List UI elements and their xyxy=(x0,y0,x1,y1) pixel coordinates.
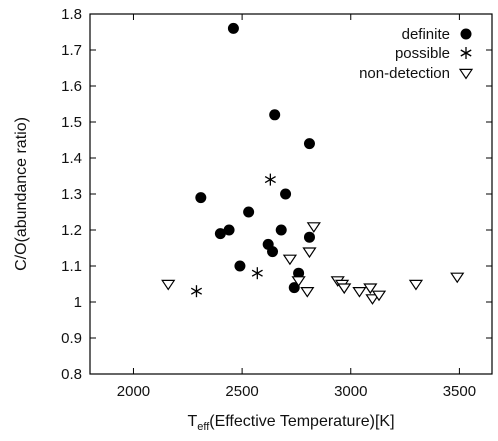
point-definite xyxy=(303,138,315,150)
y-tick-label: 1.7 xyxy=(61,42,82,59)
y-tick-label: 1.3 xyxy=(61,186,82,203)
x-axis-label-main: T xyxy=(187,413,197,430)
y-tick-label: 1.5 xyxy=(61,114,82,131)
point-non-detection xyxy=(291,276,306,287)
point-definite xyxy=(269,109,281,121)
point-non-detection xyxy=(363,283,378,295)
legend-marker-possible xyxy=(460,47,472,59)
point-definite xyxy=(195,192,207,204)
x-axis-label-subscript: eff xyxy=(197,421,210,433)
point-definite xyxy=(223,224,235,236)
point-non-detection xyxy=(161,279,176,291)
point-non-detection xyxy=(302,247,317,259)
legend-markers xyxy=(458,28,474,80)
axis-ticks: 0.8 0.9 1 1.1 1.2 1.3 1.4 1.5 1.6 1.7 1.8 2000 2500 3… xyxy=(61,6,492,400)
x-tick-label: 3000 xyxy=(334,383,367,400)
y-tick-label: 1 xyxy=(74,294,82,311)
legend-marker-non-detection xyxy=(458,68,474,80)
point-definite xyxy=(280,188,292,200)
point-non-detection xyxy=(365,294,380,305)
point-possible xyxy=(251,267,263,280)
legend-label-non-detection: non-detection xyxy=(359,65,450,82)
x-tick-label: 3500 xyxy=(443,383,476,400)
point-non-detection xyxy=(300,287,315,298)
data-points xyxy=(161,22,465,305)
y-axis-label: C/O(abundance ratio) xyxy=(13,117,30,271)
point-non-detection xyxy=(450,272,465,284)
point-non-detection xyxy=(306,222,321,233)
point-definite xyxy=(303,231,315,243)
point-definite xyxy=(214,228,226,240)
y-tick-label: 1.6 xyxy=(61,78,82,95)
y-tick-label: 0.8 xyxy=(61,366,82,383)
x-tick-label: 2000 xyxy=(117,383,150,400)
point-definite xyxy=(234,260,246,272)
legend: definite possible non-detection xyxy=(359,26,474,82)
y-tick-label: 1.1 xyxy=(61,258,82,275)
y-tick-label: 1.4 xyxy=(61,150,82,167)
point-definite xyxy=(293,267,305,279)
point-definite xyxy=(243,206,255,218)
point-non-detection xyxy=(282,254,298,266)
point-definite xyxy=(275,224,287,236)
legend-label-possible: possible xyxy=(395,45,450,62)
point-non-detection xyxy=(408,279,424,291)
y-tick-label: 1.8 xyxy=(61,6,82,23)
point-definite xyxy=(288,282,300,294)
point-possible xyxy=(190,285,203,298)
point-definite xyxy=(267,246,279,258)
legend-marker-definite xyxy=(460,28,472,40)
point-non-detection xyxy=(352,287,367,298)
x-tick-label: 2500 xyxy=(225,383,258,400)
point-non-detection xyxy=(371,290,387,302)
point-definite xyxy=(227,22,239,34)
x-axis-label-rest: (Effective Temperature)[K] xyxy=(209,413,394,430)
y-tick-label: 1.2 xyxy=(61,222,82,239)
x-axis-label: Teff(Effective Temperature)[K] xyxy=(187,413,394,433)
y-tick-label: 0.9 xyxy=(61,330,82,347)
point-possible xyxy=(264,173,276,186)
point-non-detection xyxy=(337,283,352,295)
legend-label-definite: definite xyxy=(402,26,450,43)
